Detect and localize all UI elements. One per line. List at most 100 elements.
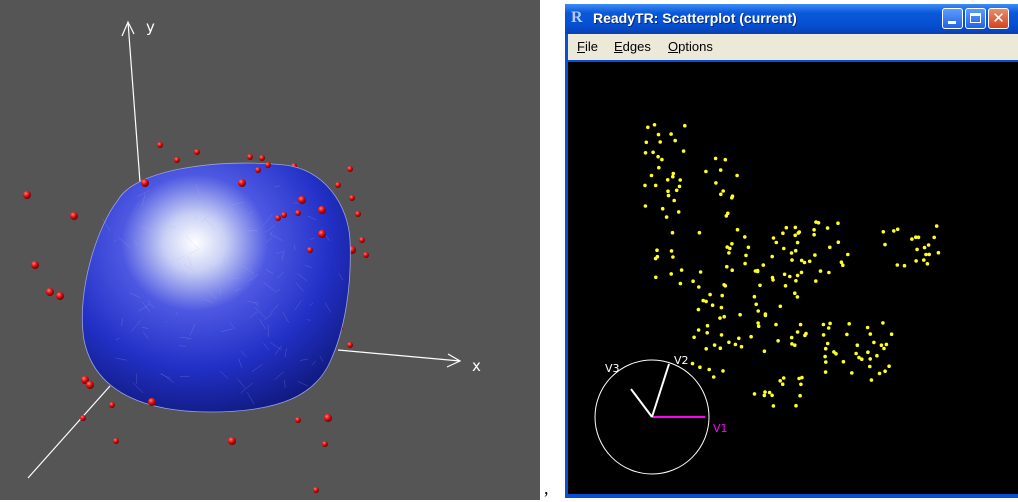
scatter-point xyxy=(719,305,724,310)
mesh-line xyxy=(324,302,332,313)
scatter-point xyxy=(804,331,808,336)
mesh-line xyxy=(247,301,259,304)
scatter-point xyxy=(821,333,826,337)
scatter-point xyxy=(644,140,649,145)
mesh-line xyxy=(262,213,273,226)
maximize-icon xyxy=(970,13,981,23)
scatter-point xyxy=(798,322,803,327)
rgl-3d-view[interactable]: y x xyxy=(0,0,540,500)
scatter-point xyxy=(860,357,864,362)
scatter-point xyxy=(735,173,739,178)
scatter-point xyxy=(795,273,800,278)
scatter-point xyxy=(771,404,776,408)
data-point xyxy=(141,179,149,187)
window-title: ReadyTR: Scatterplot (current) xyxy=(593,10,797,26)
data-point xyxy=(56,292,64,300)
scatter-point xyxy=(767,390,772,395)
scatter-point xyxy=(839,260,844,264)
scatter-point xyxy=(672,198,676,203)
mesh-line xyxy=(147,248,161,262)
scatter-point xyxy=(749,334,753,339)
scatter-point xyxy=(705,323,710,328)
scatter-point xyxy=(889,332,894,337)
axis-v2-label: V2 xyxy=(674,354,689,367)
scatter-point xyxy=(884,342,889,347)
scatter-point xyxy=(770,254,774,259)
mesh-line xyxy=(118,237,131,248)
scatter-point xyxy=(882,346,886,351)
mesh-line xyxy=(129,292,141,298)
scatter-point xyxy=(671,255,675,259)
scatterplot-area[interactable]: V1 V2 V3 xyxy=(568,62,1018,494)
scatter-point xyxy=(789,251,794,255)
mesh-line xyxy=(132,382,144,394)
scatter-point xyxy=(705,331,709,335)
mesh-line xyxy=(338,272,344,281)
scatter-point xyxy=(782,272,787,277)
mesh-line xyxy=(179,265,188,277)
menu-file[interactable]: File xyxy=(577,39,598,54)
scatter-point xyxy=(778,379,782,383)
scatter-point xyxy=(828,245,832,250)
scatter-point xyxy=(743,235,747,239)
scatter-point xyxy=(932,235,936,240)
mesh-line xyxy=(204,287,218,300)
convex-hull-surface xyxy=(81,162,351,413)
minimize-button[interactable] xyxy=(942,8,963,29)
scatter-point xyxy=(783,284,788,288)
scatter-point xyxy=(781,376,786,380)
data-point xyxy=(109,402,115,408)
scatter-point xyxy=(725,264,729,269)
mesh-line xyxy=(269,231,273,236)
scatter-point xyxy=(799,382,803,387)
scatter-point xyxy=(730,194,735,198)
rgl-canvas[interactable]: y x xyxy=(0,0,540,500)
scatter-point xyxy=(671,171,676,176)
maximize-button[interactable] xyxy=(965,8,986,29)
scatter-point xyxy=(788,274,792,279)
close-button[interactable]: ✕ xyxy=(988,8,1009,29)
scatter-point xyxy=(725,245,729,249)
data-point xyxy=(86,381,94,389)
axis-v3-label: V3 xyxy=(605,362,620,375)
close-icon: ✕ xyxy=(992,9,1005,27)
scatter-point xyxy=(721,189,725,193)
mesh-line xyxy=(254,306,266,318)
scatterplot-canvas[interactable]: V1 V2 V3 xyxy=(568,62,1018,494)
menu-options[interactable]: Options xyxy=(668,39,713,54)
mesh-line xyxy=(183,273,188,275)
data-point xyxy=(347,342,353,348)
scatter-point xyxy=(771,236,776,240)
mesh-line xyxy=(259,319,266,330)
mesh-line xyxy=(300,358,308,361)
y-axis-label: y xyxy=(146,18,155,36)
data-point xyxy=(349,195,355,201)
scatter-point xyxy=(781,231,785,235)
scatter-point xyxy=(762,393,767,398)
menu-edges-label: dges xyxy=(622,39,651,54)
scatter-point xyxy=(774,322,778,327)
scatter-point xyxy=(658,140,662,144)
scatter-point xyxy=(910,237,914,241)
scatter-point xyxy=(823,370,828,374)
data-point xyxy=(247,154,253,160)
mesh-line xyxy=(294,300,302,311)
menu-edges[interactable]: Edges xyxy=(614,39,651,54)
mesh-line xyxy=(247,230,258,232)
title-bar[interactable]: R ReadyTR: Scatterplot (current) ✕ xyxy=(565,4,1018,34)
mesh-line xyxy=(207,216,212,218)
scatter-point xyxy=(753,269,758,273)
mesh-line xyxy=(248,311,258,319)
scatter-point xyxy=(800,375,804,380)
mesh-line xyxy=(282,312,289,323)
scatter-point xyxy=(720,293,724,298)
scatter-point xyxy=(671,174,675,179)
scatter-point xyxy=(651,150,655,155)
data-point xyxy=(295,417,301,423)
scatter-point xyxy=(895,263,900,267)
scatter-point xyxy=(879,343,884,348)
data-point xyxy=(335,182,341,188)
y-axis xyxy=(121,20,141,183)
scatter-point xyxy=(696,307,701,312)
scatter-point xyxy=(704,169,708,174)
